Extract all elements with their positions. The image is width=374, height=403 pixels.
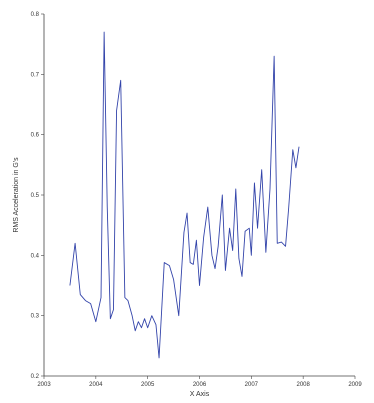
x-axis-title: X Axis [190, 391, 210, 398]
x-tick-label: 2008 [296, 382, 310, 388]
x-tick-label: 2004 [89, 382, 103, 388]
y-tick-label: 0.4 [31, 253, 40, 259]
series-layer [69, 31, 300, 359]
x-tick-label: 2009 [348, 382, 362, 388]
x-ticks: 2003 2004 2005 2006 2007 2008 2009 [37, 376, 362, 388]
y-tick-label: 0.2 [31, 374, 40, 380]
axes [43, 14, 355, 377]
x-tick-label: 2006 [193, 382, 207, 388]
y-tick-label: 0.5 [31, 193, 40, 199]
y-tick-label: 0.6 [31, 133, 40, 139]
y-axis-title: RMS Acceleration in G's [13, 157, 20, 233]
y-tick-label: 0.3 [31, 314, 40, 320]
y-tick-label: 0.8 [31, 12, 40, 18]
x-tick-label: 2003 [37, 382, 51, 388]
y-tick-label: 0.7 [31, 72, 40, 78]
series-line [69, 31, 300, 359]
x-tick-label: 2007 [245, 382, 259, 388]
x-tick-label: 2005 [141, 382, 155, 388]
y-ticks: 0.2 0.3 0.4 0.5 0.6 0.7 0.8 [31, 12, 44, 380]
